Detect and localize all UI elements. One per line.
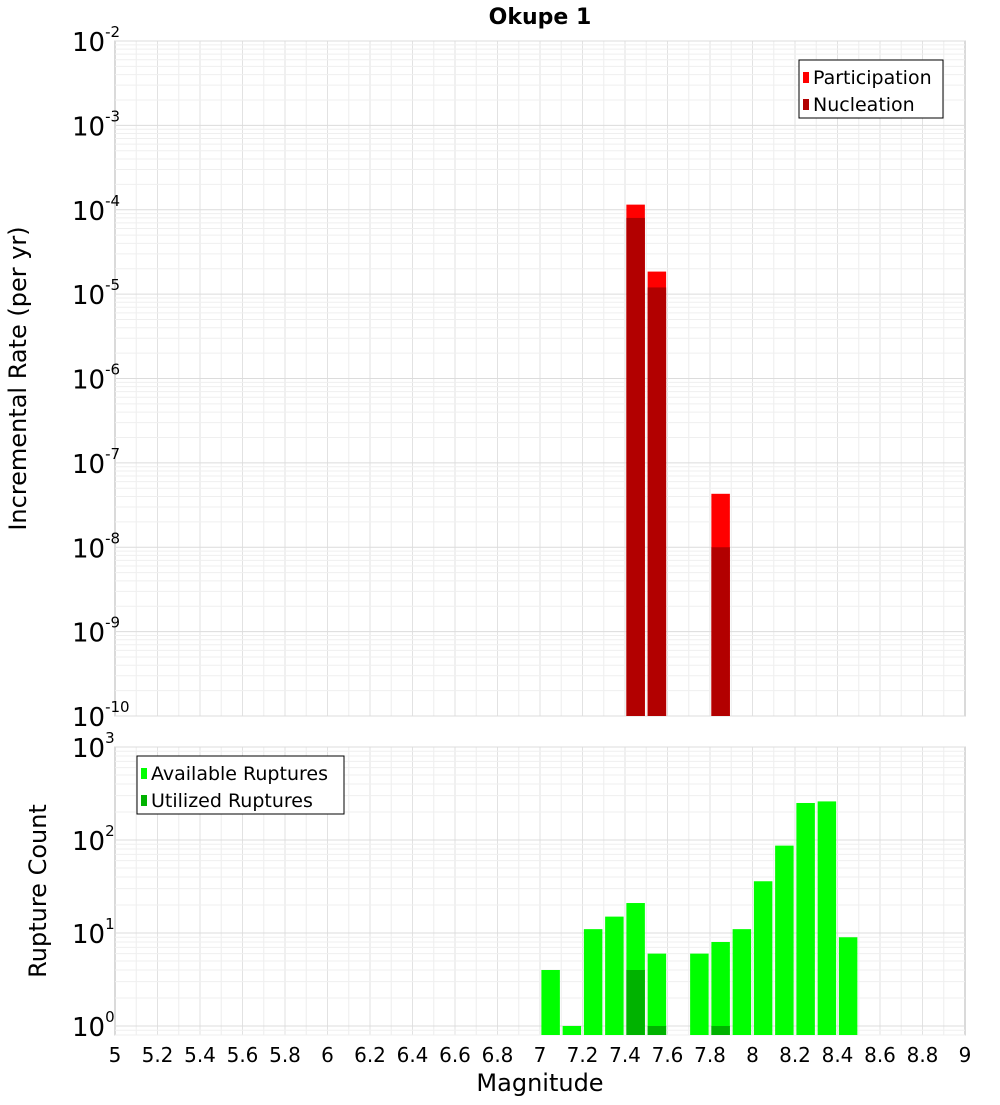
count-x-tick-label: 5.2 (142, 1043, 174, 1067)
rate-y-axis-title: Incremental Rate (per yr) (4, 226, 32, 530)
rate-y-tick-label: 10-6 (72, 361, 120, 396)
count-bar-available-ruptures (605, 916, 624, 1035)
count-x-axis-title: Magnitude (476, 1069, 603, 1097)
count-bar-available-ruptures (753, 881, 773, 1035)
count-y-axis-title: Rupture Count (24, 804, 52, 978)
rate-legend: Participation Nucleation (798, 59, 944, 119)
count-x-tick-label: 9 (959, 1043, 972, 1067)
count-x-tick-label: 5 (109, 1043, 122, 1067)
count-x-tick-label: 6 (321, 1043, 334, 1067)
rate-legend-box (798, 59, 944, 119)
rate-legend-swatch (803, 99, 809, 110)
rate-y-tick-label: 10-4 (72, 192, 120, 227)
count-x-tick-label: 8.8 (907, 1043, 939, 1067)
count-x-tick-label: 8.6 (864, 1043, 896, 1067)
count-x-tick-label: 6.2 (354, 1043, 386, 1067)
count-x-tick-label: 6.4 (397, 1043, 429, 1067)
count-bar-available-ruptures (583, 929, 603, 1035)
count-x-tick-label: 6.6 (439, 1043, 471, 1067)
rate-legend-swatch (803, 72, 809, 83)
count-bar-available-ruptures (775, 845, 794, 1035)
count-bar-available-ruptures (562, 1025, 582, 1035)
count-x-tick-label: 7.2 (567, 1043, 599, 1067)
count-y-tick-label: 102 (72, 822, 115, 857)
count-x-tick-label: 7.6 (652, 1043, 684, 1067)
count-legend-box (136, 755, 345, 815)
count-bar-utilized-ruptures (711, 1025, 730, 1035)
rate-y-tick-label: 10-5 (72, 276, 120, 311)
count-x-tick-label: 8.4 (822, 1043, 854, 1067)
rate-y-tick-label: 10-3 (72, 107, 120, 142)
count-x-tick-label: 8.2 (779, 1043, 811, 1067)
count-legend: Available Ruptures Utilized Ruptures (136, 755, 345, 815)
count-x-tick-label: 5.4 (184, 1043, 216, 1067)
rate-y-tick-label: 10-10 (72, 698, 130, 733)
count-bar-utilized-ruptures (626, 969, 645, 1035)
count-x-tick-label: 6.8 (482, 1043, 514, 1067)
rate-bar-nucleation (626, 217, 645, 716)
rate-y-tick-label: 10-8 (72, 529, 120, 564)
count-legend-swatch (141, 795, 147, 806)
count-y-tick-label: 100 (72, 1008, 115, 1043)
count-y-tick-label: 103 (72, 729, 115, 764)
count-y-tick-label: 101 (72, 915, 115, 950)
count-bar-available-ruptures (838, 937, 858, 1035)
count-bar-available-ruptures (711, 942, 730, 1035)
rate-legend-label: Nucleation (813, 94, 915, 116)
count-x-tick-label: 5.8 (269, 1043, 301, 1067)
count-bar-available-ruptures (817, 801, 837, 1035)
rate-bar-nucleation (711, 547, 730, 716)
rate-legend-label: Participation (813, 67, 932, 89)
count-x-tick-label: 7 (534, 1043, 547, 1067)
count-legend-swatch (141, 768, 147, 779)
count-bar-available-ruptures (796, 802, 815, 1035)
count-bar-available-ruptures (732, 929, 752, 1035)
count-bar-available-ruptures (690, 953, 709, 1035)
count-legend-label: Available Ruptures (151, 763, 328, 785)
count-x-tick-label: 5.6 (227, 1043, 259, 1067)
rate-panel: 10-2 10-3 10-4 10-5 10-6 10-7 10-8 10-9 10-10 Inc… (4, 5, 966, 733)
count-x-tick-label: 7.4 (609, 1043, 641, 1067)
rate-y-tick-label: 10-9 (72, 614, 120, 649)
count-bar-utilized-ruptures (647, 1025, 667, 1035)
rate-y-tick-label: 10-2 (72, 23, 120, 58)
count-legend-label: Utilized Ruptures (151, 790, 313, 812)
count-x-tick-label: 8 (746, 1043, 759, 1067)
rate-bar-nucleation (647, 287, 667, 716)
count-bar-available-ruptures (647, 953, 667, 1035)
rate-y-tick-label: 10-7 (72, 445, 120, 480)
chart-title: Okupe 1 (489, 5, 592, 30)
count-x-tick-label: 7.8 (694, 1043, 726, 1067)
count-bar-available-ruptures (541, 969, 560, 1035)
